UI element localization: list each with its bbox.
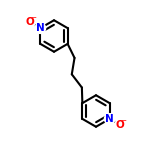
Text: N: N [36,23,45,33]
Text: N: N [105,114,114,124]
Circle shape [35,23,46,33]
Text: −: − [121,118,127,124]
Circle shape [25,17,35,27]
Circle shape [115,120,125,130]
Text: O: O [116,120,124,130]
Text: −: − [31,15,37,21]
Text: O: O [26,17,34,27]
Circle shape [104,114,115,124]
